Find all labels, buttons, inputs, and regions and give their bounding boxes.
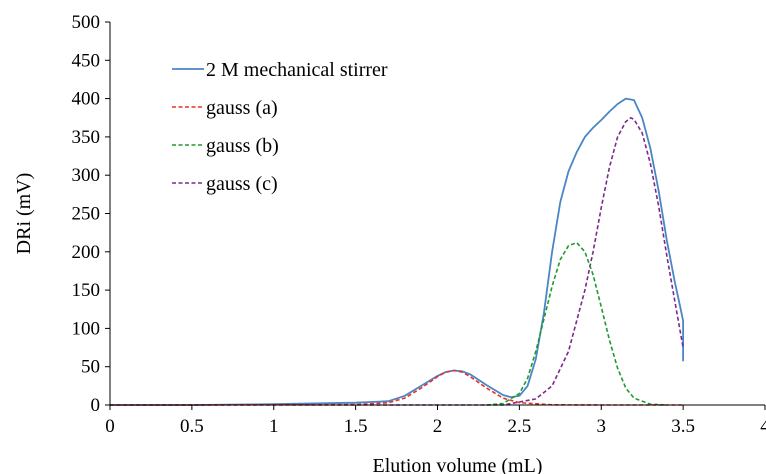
y-axis-title: DRi (mV) [13, 173, 35, 255]
series-line-gauss-b [486, 241, 667, 406]
y-tick-label: 150 [72, 280, 101, 301]
y-tick-label: 250 [72, 204, 101, 225]
x-tick-label: 3.5 [671, 416, 695, 437]
y-tick-label: 200 [72, 242, 101, 263]
y-tick-label: 450 [72, 50, 101, 71]
x-axis-title: Elution volume (mL) [373, 455, 543, 474]
legend-label: 2 M mechanical stirrer [206, 59, 388, 81]
series-line-gauss-c [110, 117, 684, 406]
x-tick-label: 1.5 [344, 416, 368, 437]
legend: 2 M mechanical stirrer gauss (a) gauss (b)… [172, 59, 388, 195]
x-tick-label: 4 [760, 416, 766, 437]
plot-lines [109, 97, 684, 406]
x-ticks: 0 0.5 1 1.5 2 2.5 3 3.5 4 [105, 405, 766, 437]
legend-label: gauss (b) [206, 135, 279, 157]
x-tick-label: 1 [269, 416, 279, 437]
series-line-2-m-mechanical-stirrer [110, 97, 684, 406]
y-tick-label: 500 [72, 12, 101, 33]
legend-label: gauss (a) [206, 97, 278, 119]
series-line-gauss-a [109, 369, 684, 406]
y-tick-label: 50 [81, 357, 100, 378]
y-tick-label: 300 [72, 165, 101, 186]
x-tick-label: 0.5 [180, 416, 204, 437]
x-tick-label: 3 [597, 416, 607, 437]
y-tick-label: 100 [72, 318, 101, 339]
y-tick-label: 350 [72, 127, 101, 148]
x-tick-label: 2.5 [508, 416, 532, 437]
y-ticks: 0 50 100 150 200 250 300 350 400 450 500 [72, 12, 110, 416]
y-tick-label: 400 [72, 89, 101, 110]
x-tick-label: 2 [433, 416, 443, 437]
y-tick-label: 0 [91, 395, 101, 416]
legend-label: gauss (c) [206, 173, 278, 195]
x-tick-label: 0 [105, 416, 115, 437]
